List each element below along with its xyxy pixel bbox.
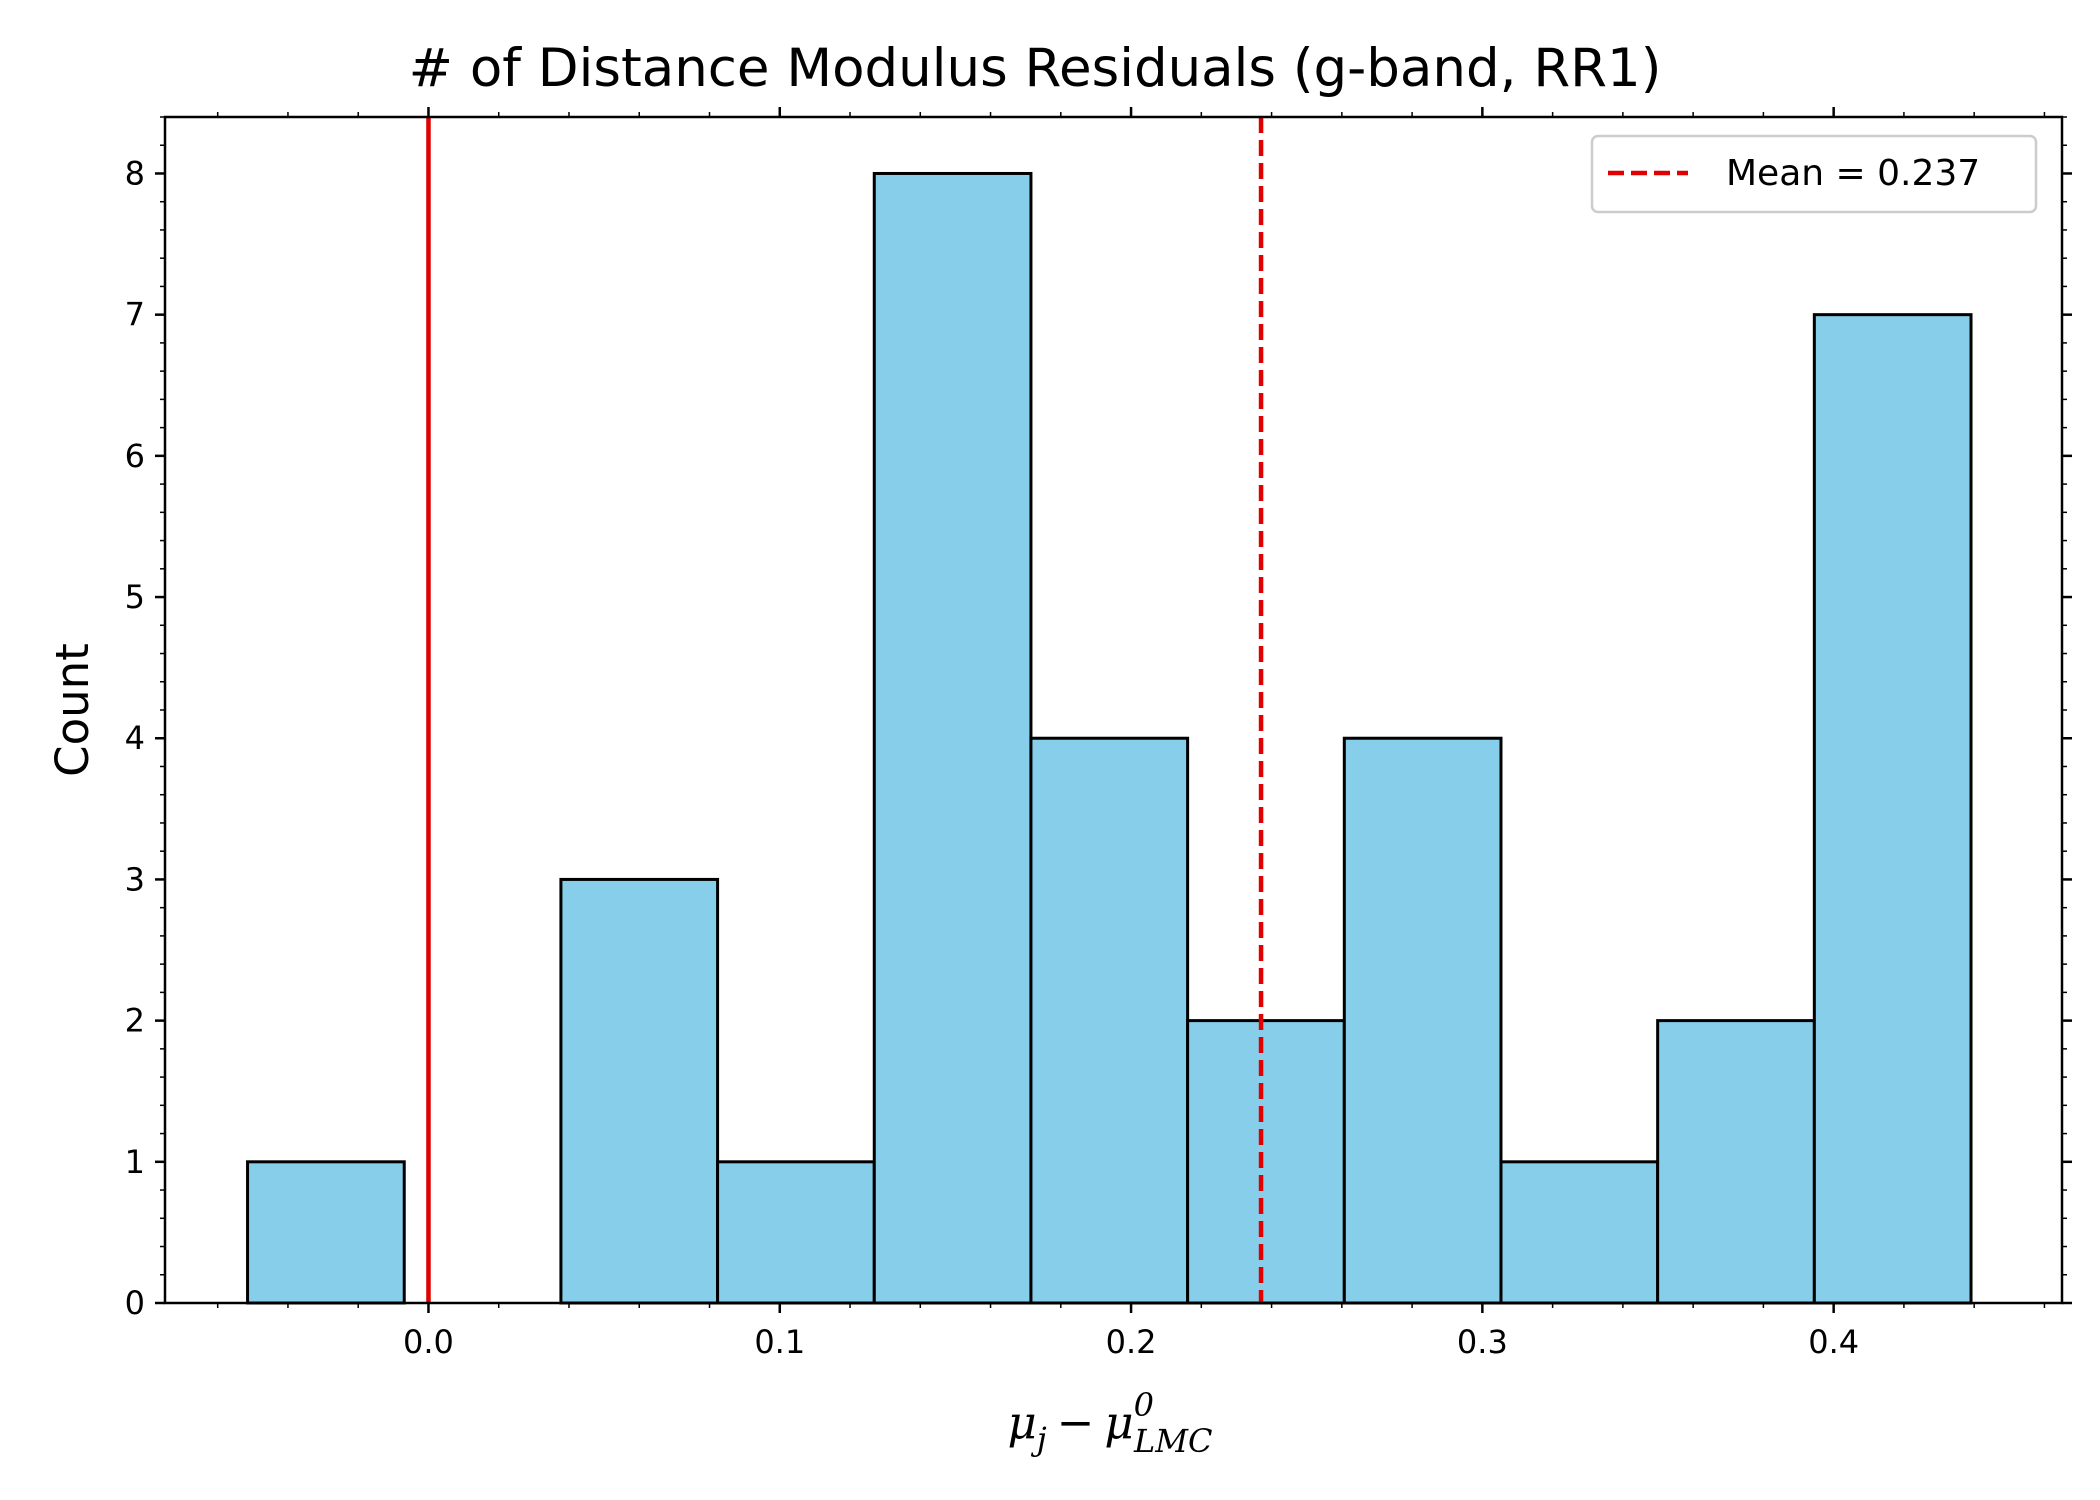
y-axis-label: Count (46, 643, 99, 777)
y-tick-label: 0 (125, 1284, 145, 1322)
x-tick-label: 0.3 (1457, 1323, 1508, 1361)
y-tick-label: 6 (125, 437, 145, 475)
x-axis: 0.0 0.1 0.2 0.3 0.4 (403, 107, 1859, 1361)
legend: Mean = 0.237 (1590, 134, 2038, 214)
bars-group (246, 171, 1973, 1305)
histogram-bar (246, 1160, 406, 1305)
legend-box (1590, 134, 2038, 214)
y-tick-label: 2 (125, 1002, 145, 1040)
x-tick-label: 0.1 (754, 1323, 805, 1361)
histogram-bar (1186, 1019, 1346, 1305)
y-tick-label: 4 (125, 719, 145, 757)
histogram-bar (1342, 736, 1503, 1305)
y-axis: 0 1 2 3 4 5 6 7 8 (125, 154, 2072, 1322)
histogram-bar (1029, 736, 1190, 1305)
y-tick-label: 7 (125, 296, 145, 334)
x-tick-label: 0.0 (403, 1323, 454, 1361)
y-tick-label: 1 (125, 1143, 145, 1181)
x-tick-label: 0.4 (1808, 1323, 1859, 1361)
chart-title: # of Distance Modulus Residuals (g-band,… (409, 38, 1662, 99)
y-tick-label: 8 (125, 154, 145, 192)
histogram-bar (559, 877, 720, 1305)
y-tick-label: 3 (125, 860, 145, 898)
histogram-bar (716, 1160, 876, 1305)
plot-frame (163, 115, 2064, 1305)
x-axis-label: μj − μ0 LMC (1008, 1386, 1213, 1460)
legend-label: Mean = 0.237 (1726, 153, 1980, 194)
histogram-bar (1499, 1160, 1660, 1305)
y-tick-label: 5 (125, 578, 145, 616)
histogram-bar (1656, 1019, 1816, 1305)
histogram-bar (1812, 313, 1973, 1305)
reference-lines (426, 117, 1264, 1303)
x-tick-label: 0.2 (1106, 1323, 1157, 1361)
histogram-bar (872, 171, 1033, 1305)
